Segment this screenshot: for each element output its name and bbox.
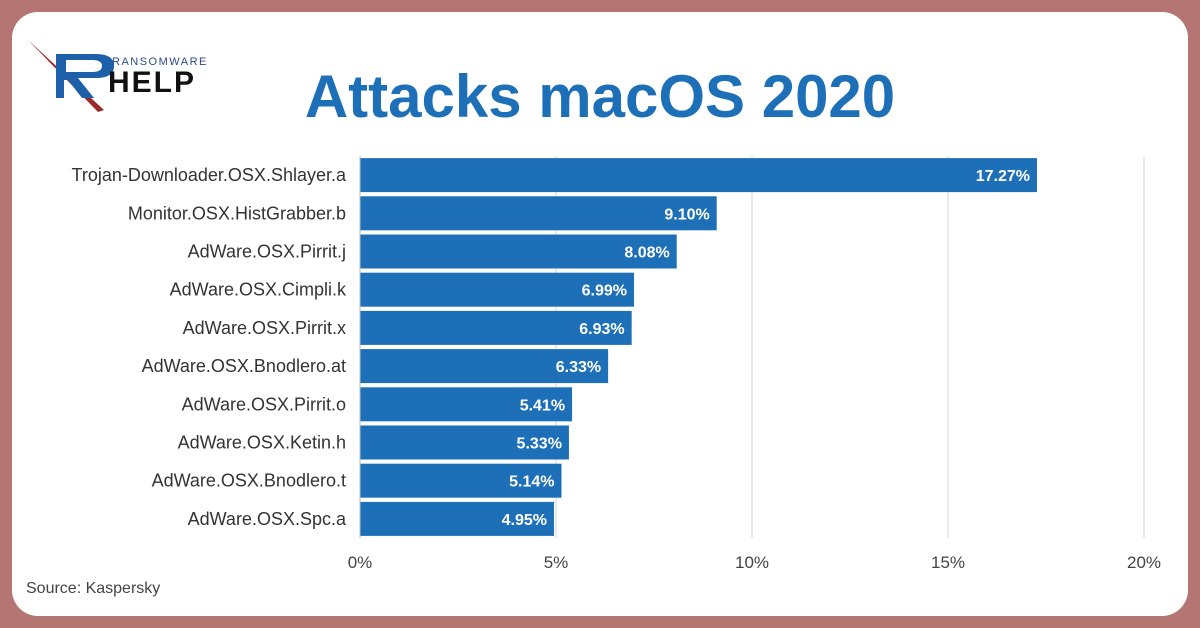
category-label: AdWare.OSX.Pirrit.j: [188, 242, 346, 262]
bar-chart: 0% 5% 10% 15% 20% Trojan-Downloader.OSX.Shlay…: [72, 156, 1161, 572]
x-tick-label: 10%: [735, 553, 769, 572]
x-tick-label: 0%: [348, 553, 373, 572]
x-tick-label: 20%: [1127, 553, 1161, 572]
category-label: Monitor.OSX.HistGrabber.b: [128, 203, 346, 223]
source-note: Source: Kaspersky: [26, 580, 161, 597]
bar: [360, 310, 632, 345]
category-label: AdWare.OSX.Ketin.h: [178, 433, 346, 453]
bar-value-label: 4.95%: [502, 512, 547, 529]
bar-value-label: 8.08%: [624, 245, 669, 262]
bar-value-label: 5.33%: [517, 436, 562, 453]
brand-logo: RANSOMWARE HELP: [26, 26, 226, 116]
brand-small-text: RANSOMWARE: [112, 56, 208, 68]
bar-value-label: 9.10%: [664, 206, 709, 223]
chart-title: Attacks macOS 2020: [304, 63, 896, 130]
bar: [360, 349, 609, 384]
x-tick-label: 5%: [544, 553, 569, 572]
bar: [360, 387, 573, 422]
bar: [360, 158, 1037, 193]
bar: [360, 463, 562, 498]
category-label: AdWare.OSX.Bnodlero.t: [152, 471, 346, 491]
category-label: Trojan-Downloader.OSX.Shlayer.a: [72, 165, 347, 185]
bar-value-label: 17.27%: [976, 168, 1030, 185]
category-label: AdWare.OSX.Pirrit.x: [183, 318, 346, 338]
bar: [360, 196, 717, 231]
bar-value-label: 6.99%: [582, 283, 627, 300]
category-label: AdWare.OSX.Cimpli.k: [170, 280, 347, 300]
x-tick-label: 15%: [931, 553, 965, 572]
bar: [360, 234, 677, 269]
r-logo-icon: [28, 40, 114, 112]
bar-value-label: 6.33%: [556, 359, 601, 376]
bar-value-label: 5.41%: [520, 397, 565, 414]
chart-card: RANSOMWARE HELP Attacks macOS 2020 0% 5% 1…: [12, 12, 1188, 616]
category-label: AdWare.OSX.Bnodlero.at: [142, 356, 346, 376]
bar-value-label: 5.14%: [509, 474, 554, 491]
bar: [360, 425, 569, 460]
brand-big-text: HELP: [108, 66, 197, 99]
bar: [360, 272, 635, 307]
bar-value-label: 6.93%: [579, 321, 624, 338]
bar: [360, 501, 555, 536]
category-label: AdWare.OSX.Spc.a: [188, 509, 347, 529]
category-label: AdWare.OSX.Pirrit.o: [182, 394, 346, 414]
